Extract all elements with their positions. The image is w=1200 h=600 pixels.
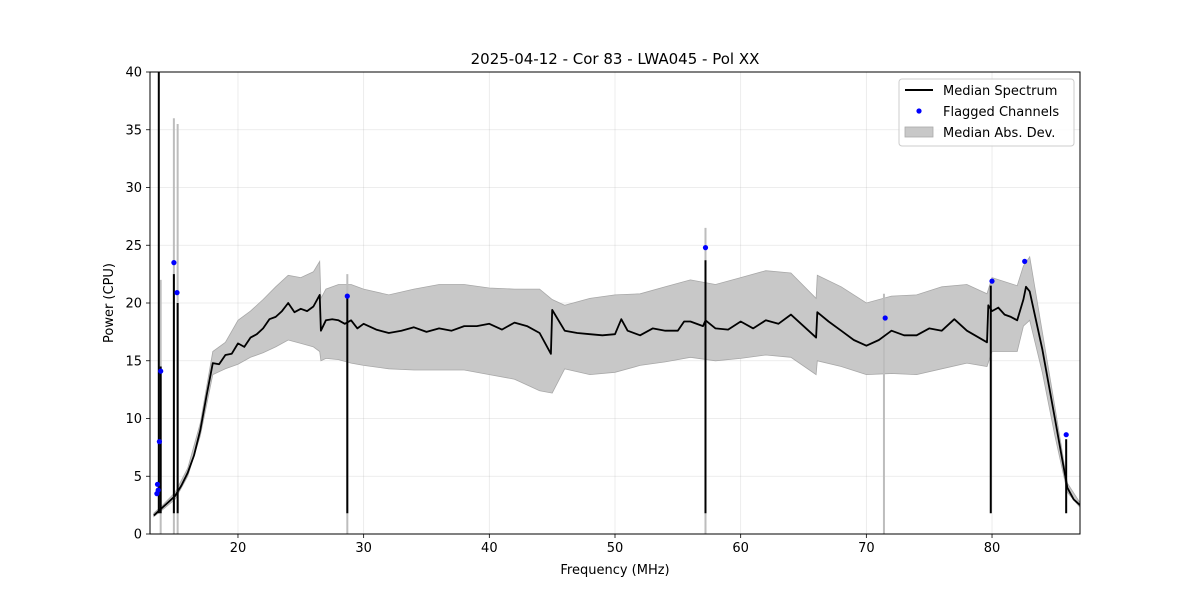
y-tick-label: 30 — [125, 181, 142, 196]
x-axis-label: Frequency (MHz) — [560, 563, 669, 578]
flagged-channel-point — [155, 487, 161, 493]
x-tick-label: 20 — [230, 541, 247, 556]
y-tick-label: 20 — [125, 297, 142, 312]
flagged-channel-point — [702, 245, 709, 251]
flagged-channel-point — [1063, 432, 1069, 438]
x-tick-label: 80 — [984, 541, 1001, 556]
x-tick-label: 70 — [858, 541, 875, 556]
y-tick-label: 15 — [125, 354, 142, 369]
median-abs-dev-band — [153, 255, 1080, 518]
flagged-channel-point — [156, 439, 162, 445]
x-axis-ticks: 20 30 40 50 60 70 80 — [230, 534, 1001, 556]
legend-flagged-channels-label: Flagged Channels — [943, 105, 1059, 120]
legend: Median Spectrum Flagged Channels Median … — [898, 78, 1075, 147]
y-tick-label: 35 — [125, 123, 142, 138]
y-tick-label: 25 — [125, 239, 142, 254]
chart-title: 2025-04-12 - Cor 83 - LWA045 - Pol XX — [471, 50, 760, 68]
y-tick-label: 5 — [134, 470, 142, 485]
legend-median-abs-dev-swatch — [904, 126, 934, 138]
legend-box — [898, 78, 1075, 147]
y-tick-label: 0 — [134, 528, 142, 543]
y-axis-ticks: 0 5 10 15 20 25 30 35 40 — [125, 66, 150, 543]
y-tick-label: 10 — [125, 412, 142, 427]
legend-median-spectrum-label: Median Spectrum — [943, 84, 1057, 99]
flagged-channel-point — [158, 368, 164, 374]
flagged-channels-layer — [154, 245, 1069, 497]
legend-median-abs-dev-label: Median Abs. Dev. — [943, 126, 1055, 141]
flagged-channel-point — [1022, 258, 1028, 264]
flagged-channel-point — [154, 481, 161, 487]
x-tick-label: 50 — [607, 541, 624, 556]
legend-flagged-channels-swatch — [916, 108, 922, 114]
flagged-channel-point — [882, 315, 888, 321]
y-axis-label: Power (CPU) — [102, 263, 117, 343]
flagged-channel-point — [174, 290, 180, 296]
median-spectrum-line — [153, 285, 1080, 517]
y-tick-label: 40 — [125, 66, 142, 81]
flagged-channel-point — [171, 260, 177, 266]
x-tick-label: 30 — [355, 541, 372, 556]
flagged-channel-point — [344, 293, 350, 299]
x-tick-label: 40 — [481, 541, 498, 556]
x-tick-label: 60 — [732, 541, 749, 556]
flagged-channel-point — [989, 278, 995, 284]
